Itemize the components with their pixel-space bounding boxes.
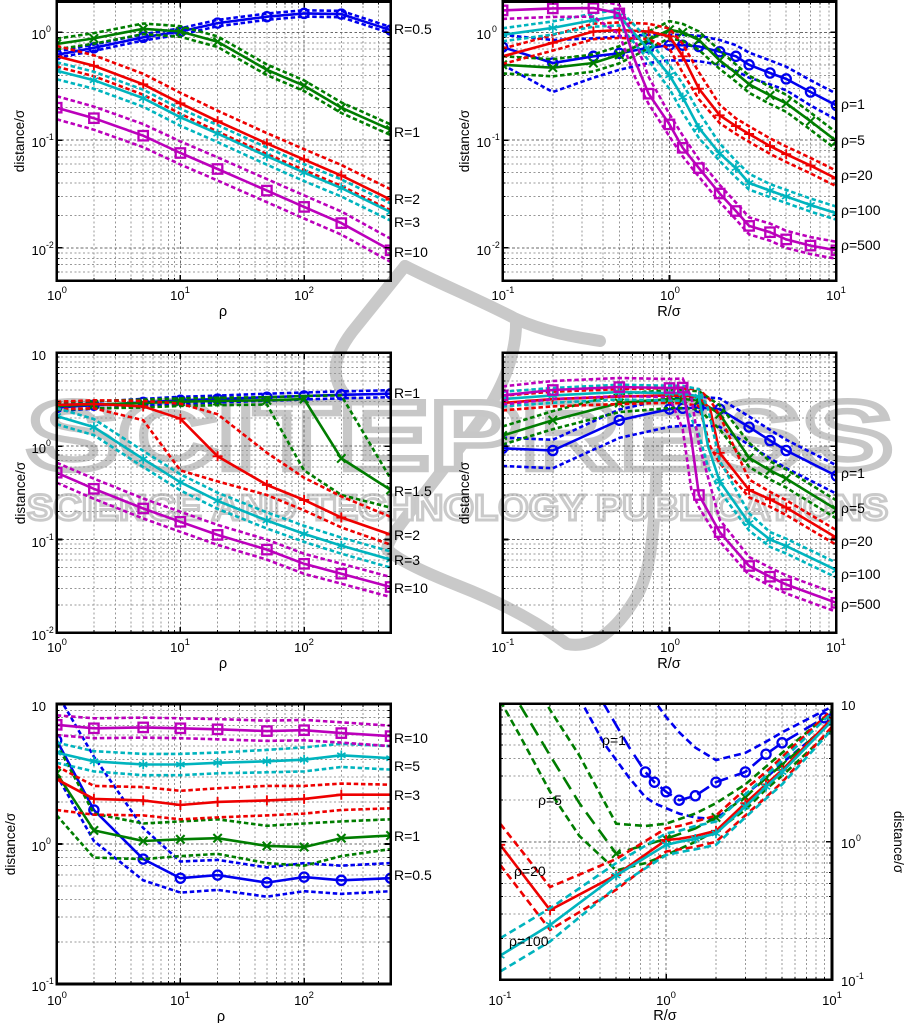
svg-text:R=2: R=2 [394,527,420,543]
svg-text:distance/σ: distance/σ [12,109,27,172]
svg-text:10: 10 [32,135,46,150]
svg-text:ρ=5: ρ=5 [538,792,562,808]
svg-text:ρ=1: ρ=1 [841,465,865,481]
svg-text:-1: -1 [856,971,864,981]
svg-text:0: 0 [46,24,51,34]
svg-text:10: 10 [841,698,855,713]
svg-text:100: 100 [656,990,676,1008]
svg-text:101: 101 [822,990,842,1008]
svg-text:0: 0 [46,836,51,846]
svg-text:ρ=500: ρ=500 [841,596,881,612]
svg-text:R=10: R=10 [394,730,428,746]
svg-text:-1: -1 [46,976,54,986]
svg-text:10: 10 [32,348,46,363]
svg-text:R=1: R=1 [394,828,420,844]
svg-text:ρ=20: ρ=20 [841,533,873,549]
svg-text:10: 10 [841,836,855,851]
svg-text:ρ=20: ρ=20 [514,863,546,879]
svg-text:-2: -2 [46,625,54,635]
svg-text:10-1: 10-1 [492,285,515,303]
svg-text:10: 10 [477,243,491,258]
svg-text:ρ=100: ρ=100 [841,566,881,582]
svg-text:0: 0 [46,438,51,448]
svg-text:100: 100 [47,990,67,1008]
svg-text:distance/σ: distance/σ [457,461,472,524]
svg-text:ρ=500: ρ=500 [841,237,881,253]
svg-text:R/σ: R/σ [653,1008,677,1023]
svg-text:R=10: R=10 [394,244,428,260]
svg-text:10: 10 [32,699,46,714]
svg-text:101: 101 [170,990,190,1008]
svg-text:ρ: ρ [219,656,227,672]
svg-text:R=1: R=1 [394,385,420,401]
svg-text:10: 10 [841,974,855,989]
svg-text:R=2: R=2 [394,191,420,207]
svg-text:distance/σ: distance/σ [891,811,906,874]
svg-text:distance/σ: distance/σ [3,812,18,875]
svg-text:10: 10 [32,535,46,550]
svg-text:R=1.5: R=1.5 [394,483,432,499]
svg-text:distance/σ: distance/σ [457,109,472,172]
svg-text:10: 10 [32,628,46,643]
svg-text:100: 100 [47,637,67,655]
svg-text:102: 102 [294,990,314,1008]
svg-text:100: 100 [47,285,67,303]
svg-text:10: 10 [32,441,46,456]
svg-text:R=3: R=3 [394,214,420,230]
svg-text:-1: -1 [492,132,500,142]
svg-text:distance/σ: distance/σ [13,461,28,524]
svg-text:101: 101 [170,285,190,303]
svg-text:R=3: R=3 [394,552,420,568]
svg-text:10: 10 [32,839,46,854]
svg-text:ρ=1: ρ=1 [602,732,626,748]
svg-text:10: 10 [477,135,491,150]
svg-text:102: 102 [294,285,314,303]
svg-text:0: 0 [856,833,861,843]
svg-text:0: 0 [492,24,497,34]
svg-text:-2: -2 [46,240,54,250]
svg-text:101: 101 [826,637,846,655]
svg-text:10-1: 10-1 [492,637,515,655]
svg-text:R=3: R=3 [394,787,420,803]
svg-text:10: 10 [32,27,46,42]
svg-text:ρ: ρ [219,304,227,320]
svg-text:10: 10 [32,243,46,258]
svg-text:101: 101 [170,637,190,655]
svg-text:ρ=1: ρ=1 [841,96,865,112]
svg-text:ρ: ρ [217,1009,225,1023]
svg-text:R=10: R=10 [394,580,428,596]
svg-text:10-1: 10-1 [489,990,512,1008]
svg-text:100: 100 [660,637,680,655]
svg-text:10: 10 [32,979,46,994]
svg-text:ρ=100: ρ=100 [841,202,881,218]
svg-text:ρ=5: ρ=5 [841,132,865,148]
svg-text:R=5: R=5 [394,758,420,774]
svg-text:100: 100 [660,285,680,303]
svg-text:102: 102 [294,637,314,655]
svg-text:-1: -1 [46,532,54,542]
svg-text:R=0.5: R=0.5 [394,867,432,883]
svg-text:ρ=100: ρ=100 [509,933,549,949]
svg-text:101: 101 [826,285,846,303]
svg-text:R/σ: R/σ [657,304,681,320]
svg-text:R=0.5: R=0.5 [394,21,432,37]
svg-text:R/σ: R/σ [657,656,681,672]
svg-text:R=1: R=1 [394,124,420,140]
svg-text:ρ=5: ρ=5 [841,500,865,516]
svg-text:ρ=20: ρ=20 [841,167,873,183]
svg-text:10: 10 [477,27,491,42]
svg-text:-2: -2 [492,240,500,250]
svg-text:-1: -1 [46,132,54,142]
